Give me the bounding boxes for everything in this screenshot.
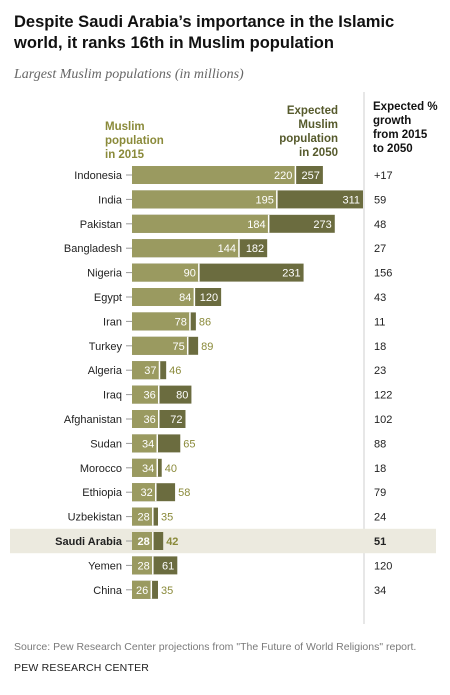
category-label: China: [93, 585, 123, 597]
value-label-2050: 311: [342, 194, 360, 206]
value-label-2015: 36: [143, 390, 155, 402]
category-label: Yemen: [88, 560, 122, 572]
muslim-population-bar-chart: Muslim population in 2015 Expected Muslim pop…: [10, 92, 438, 624]
category-label: India: [98, 194, 123, 206]
value-label-2015: 84: [179, 292, 191, 304]
value-label-2015: 195: [255, 194, 273, 206]
category-label: Indonesia: [74, 170, 123, 182]
growth-label: 102: [374, 414, 392, 426]
value-label-2050: 40: [165, 463, 177, 475]
bar-2015: [132, 312, 190, 331]
growth-label: 24: [374, 512, 386, 524]
bar-2015: [132, 410, 159, 428]
value-label-2015: 28: [138, 536, 150, 548]
value-label-2015: 28: [138, 560, 150, 572]
growth-label: 88: [374, 438, 386, 450]
legend-2050: Expected Muslim population in 2050: [279, 105, 338, 159]
bar-2015: [132, 214, 269, 233]
value-label-2050: 80: [176, 390, 188, 402]
growth-label: 79: [374, 487, 386, 499]
value-label-2050: 42: [166, 536, 178, 548]
credit-line: PEW RESEARCH CENTER: [14, 662, 150, 674]
bar-2015: [132, 166, 296, 184]
value-label-2050: 231: [282, 268, 300, 280]
value-label-2015: 220: [274, 170, 292, 182]
value-label-2050: 65: [183, 438, 195, 450]
value-label-2015: 75: [172, 341, 184, 353]
value-label-2015: 26: [136, 585, 148, 597]
category-label: Bangladesh: [64, 243, 122, 255]
legend-2015: Muslim population in 2015: [105, 121, 164, 161]
value-label-2050: 58: [178, 487, 190, 499]
category-label: Afghanistan: [64, 414, 122, 426]
bar-2015: [132, 336, 188, 355]
growth-label: 120: [374, 560, 392, 572]
category-label: Iran: [103, 316, 122, 328]
category-label: Saudi Arabia: [55, 536, 123, 548]
growth-label: 23: [374, 365, 386, 377]
bar-2015: [132, 239, 239, 258]
bar-2015: [132, 483, 156, 502]
value-label-2050: 72: [170, 414, 182, 426]
growth-label: 43: [374, 292, 386, 304]
growth-label: 18: [374, 463, 386, 475]
growth-label: +17: [374, 170, 393, 182]
bar-2015: [132, 532, 153, 550]
value-label-2015: 144: [218, 243, 236, 255]
bar-2015: [132, 556, 153, 575]
category-label: Pakistan: [80, 219, 122, 231]
growth-label: 59: [374, 194, 386, 206]
bar-2015: [132, 263, 199, 282]
bar-2015: [132, 434, 158, 453]
category-label: Egypt: [94, 292, 122, 304]
value-label-2050: 89: [201, 341, 213, 353]
value-label-2015: 37: [144, 365, 156, 377]
value-label-2050: 61: [162, 560, 174, 572]
growth-label: 51: [374, 536, 386, 548]
highlight-row: [10, 528, 436, 554]
bar-2015: [132, 385, 159, 404]
value-label-2015: 36: [143, 414, 155, 426]
bar-2015: [132, 288, 195, 306]
bar-2015: [132, 507, 153, 526]
growth-label: 48: [374, 219, 386, 231]
chart-subtitle: Largest Muslim populations (in millions): [14, 67, 244, 82]
growth-label: 18: [374, 341, 386, 353]
value-label-2050: 182: [246, 243, 264, 255]
bar-2015: [132, 361, 160, 380]
value-label-2015: 184: [247, 219, 265, 231]
category-label: Uzbekistan: [68, 512, 122, 524]
value-label-2050: 35: [161, 512, 173, 524]
value-label-2015: 34: [142, 463, 154, 475]
source-note: Source: Pew Research Center projections …: [14, 641, 417, 653]
value-label-2015: 32: [141, 487, 153, 499]
value-label-2050: 120: [200, 292, 218, 304]
growth-label: 34: [374, 585, 386, 597]
value-label-2050: 35: [161, 585, 173, 597]
category-label: Algeria: [88, 365, 123, 377]
growth-label: 122: [374, 390, 392, 402]
value-label-2015: 90: [184, 268, 196, 280]
bar-2015: [132, 190, 277, 209]
legend-growth: Expected % growth from 2015 to 2050: [373, 101, 438, 155]
bar-2015: [132, 458, 158, 477]
value-label-2050: 86: [199, 316, 211, 328]
category-label: Turkey: [89, 341, 123, 353]
value-label-2050: 273: [313, 219, 331, 231]
bar-2015: [132, 580, 152, 599]
value-label-2050: 257: [302, 170, 320, 182]
value-label-2050: 46: [169, 365, 181, 377]
growth-label: 27: [374, 243, 386, 255]
category-label: Sudan: [90, 438, 122, 450]
growth-label: 11: [374, 316, 385, 328]
value-label-2015: 34: [142, 438, 154, 450]
growth-label: 156: [374, 268, 392, 280]
chart-title: Despite Saudi Arabia’s importance in the…: [14, 13, 395, 52]
category-label: Morocco: [80, 463, 122, 475]
category-label: Iraq: [103, 390, 122, 402]
category-label: Ethiopia: [82, 487, 123, 499]
category-label: Nigeria: [87, 268, 123, 280]
value-label-2015: 78: [175, 316, 187, 328]
value-label-2015: 28: [138, 512, 150, 524]
